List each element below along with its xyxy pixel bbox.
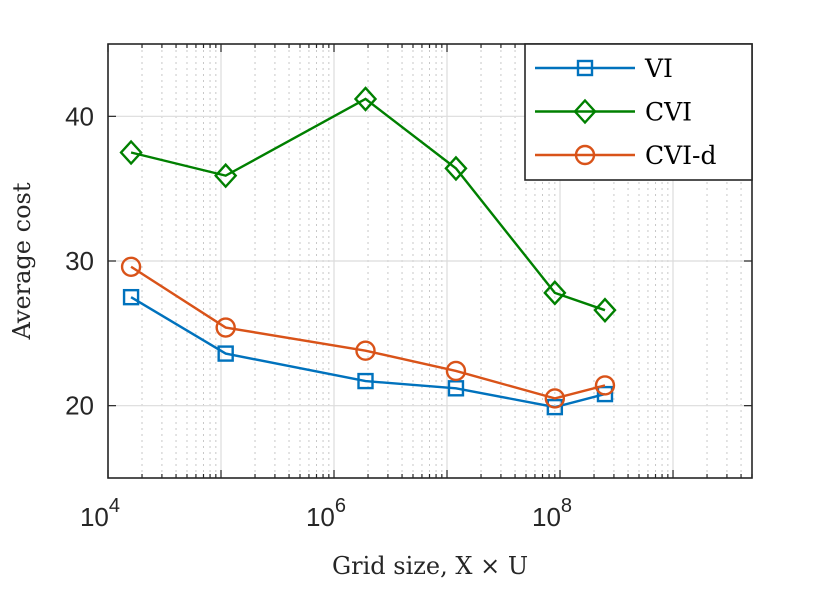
x-tick-label: 104 [80, 495, 120, 532]
legend: VI CVI CVI-d [524, 43, 753, 181]
data-point-cvi-d [544, 388, 566, 409]
data-point-cvi-d [594, 375, 616, 396]
y-tick-label: 20 [65, 391, 94, 421]
data-point-vi [546, 398, 564, 416]
series-cvi-d [120, 256, 616, 409]
x-tick-label-exponent: 6 [335, 495, 346, 517]
data-point-cvi-d [445, 360, 467, 382]
legend-label-vi: VI [644, 54, 673, 83]
data-point-cvi [353, 86, 378, 112]
data-series [119, 86, 617, 416]
data-point-vi [596, 385, 614, 403]
legend-label-cvi-d: CVI-d [645, 141, 717, 170]
data-point-cvi-d [120, 256, 142, 277]
series-cvi [119, 86, 617, 323]
data-point-cvi-d [215, 317, 236, 338]
data-point-vi [357, 372, 374, 390]
legend-label-cvi: CVI [645, 98, 692, 127]
x-tick-label-exponent: 4 [109, 495, 120, 517]
grid-lines [107, 44, 753, 478]
data-point-cvi [444, 155, 468, 182]
data-point-vi [122, 288, 140, 306]
legend-marker-vi [576, 59, 594, 77]
x-tick-labels: 104 106 108 [80, 495, 572, 532]
data-point-cvi [543, 280, 567, 306]
y-tick-labels: 20 30 40 [65, 101, 94, 420]
data-point-cvi [119, 139, 143, 166]
legend-marker-cvi [573, 98, 597, 125]
series-line-vi [130, 296, 606, 409]
y-axis-title: Average cost [8, 182, 36, 340]
data-point-cvi [593, 297, 617, 323]
data-point-cvi [214, 162, 238, 189]
x-tick-label: 108 [532, 495, 572, 532]
series-vi [122, 288, 614, 416]
y-tick-label: 30 [65, 246, 94, 276]
x-axis-title: Grid size, X × U [332, 552, 528, 580]
x-tick-label: 106 [306, 495, 346, 532]
data-point-cvi-d [355, 340, 376, 361]
data-point-vi [447, 380, 465, 397]
x-tick-label-exponent: 8 [561, 495, 572, 517]
data-point-vi [217, 345, 234, 362]
legend-marker-cvi-d [574, 144, 596, 166]
y-tick-label: 40 [65, 101, 94, 131]
